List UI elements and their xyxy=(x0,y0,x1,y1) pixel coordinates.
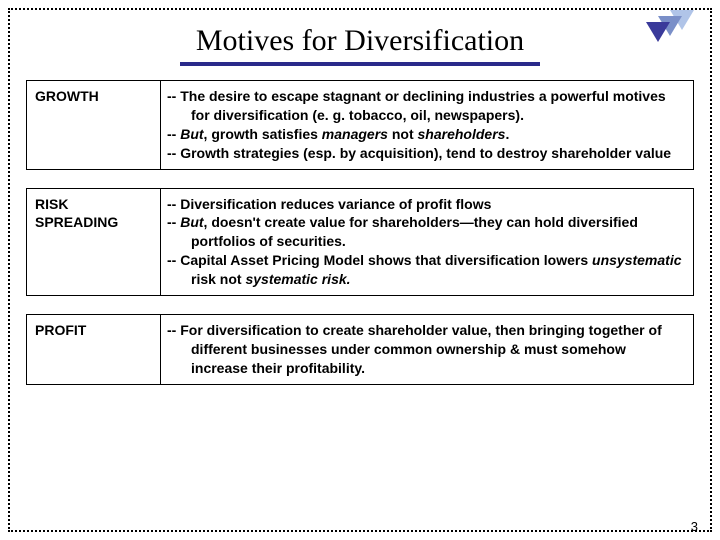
corner-decoration xyxy=(640,10,700,50)
page-number: 3 xyxy=(691,519,698,534)
slide-frame xyxy=(8,8,712,532)
triangle-icon xyxy=(646,22,670,42)
